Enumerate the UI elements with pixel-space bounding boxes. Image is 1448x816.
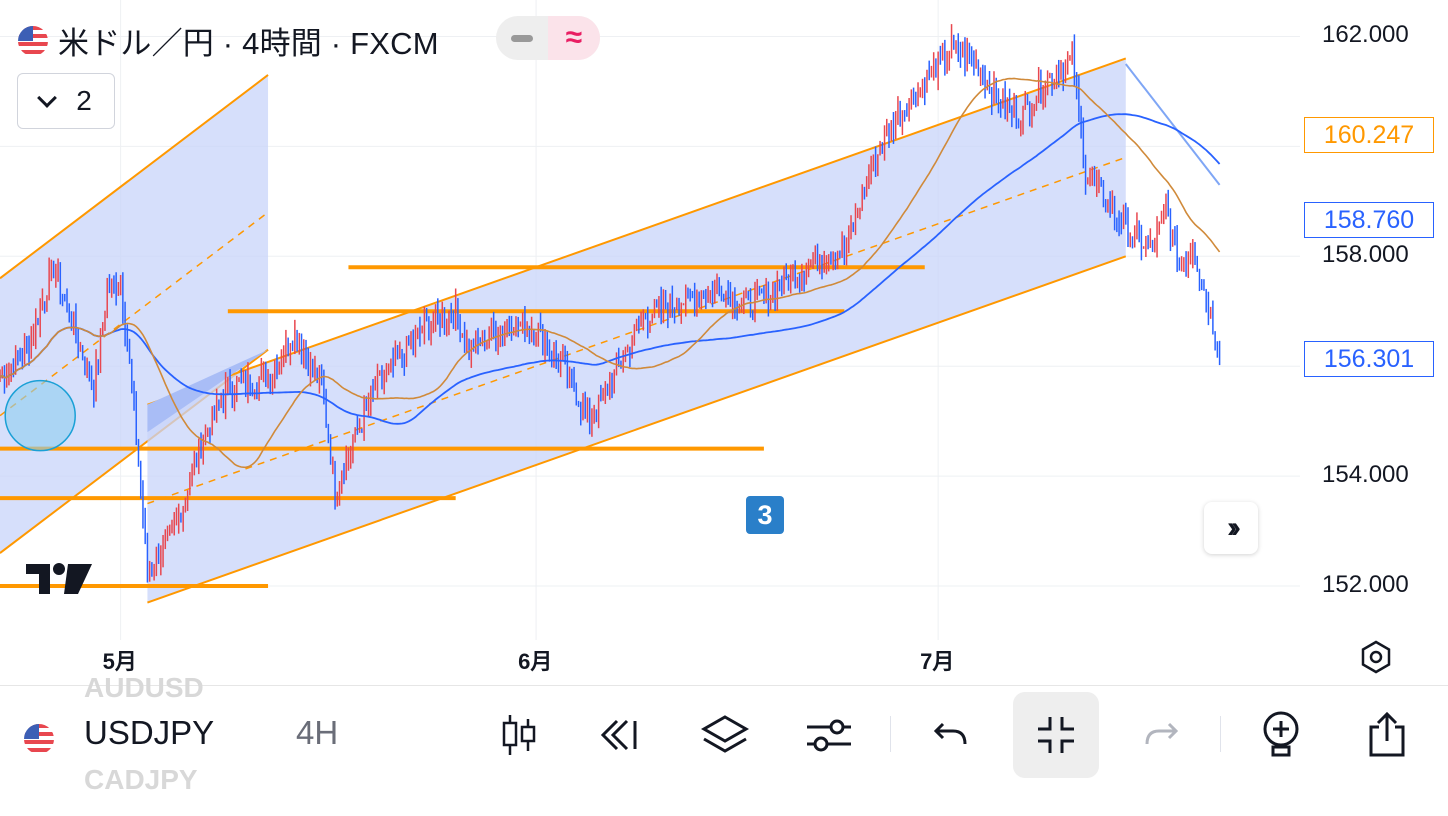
fullscreen-exit-button[interactable] xyxy=(1013,692,1099,778)
share-button[interactable] xyxy=(1344,692,1430,778)
x-tick-label: 5月 xyxy=(102,649,137,674)
x-tick-label: 6月 xyxy=(518,649,553,674)
timeframe-selector[interactable]: 4H xyxy=(296,714,339,751)
layers-button[interactable] xyxy=(682,692,768,778)
share-icon xyxy=(1369,711,1405,757)
replay-button[interactable] xyxy=(576,692,662,778)
chevron-down-icon xyxy=(37,88,58,108)
candles-icon xyxy=(502,715,536,755)
undo-button[interactable] xyxy=(908,692,994,778)
ghost-symbol-above: AUDUSD xyxy=(84,672,204,703)
us-flag-icon xyxy=(18,25,48,56)
chart-header: 米ドル／円 · 4時間 · FXCM xyxy=(18,18,439,63)
chart-type-button[interactable] xyxy=(476,692,562,778)
approx-icon[interactable]: ≈ xyxy=(548,16,600,60)
alert-badge[interactable]: 3 xyxy=(746,496,784,534)
redo-icon xyxy=(1145,722,1179,745)
collapse-arrows-icon xyxy=(1038,717,1074,753)
us-flag-icon xyxy=(24,724,54,754)
add-alert-button[interactable] xyxy=(1238,692,1324,778)
ma-orange xyxy=(0,77,1221,469)
scroll-to-realtime-button[interactable]: ›› xyxy=(1204,502,1258,554)
price-label-ma: 158.760 xyxy=(1304,202,1434,238)
channel-main-lower xyxy=(147,255,1127,604)
channel-main-mid xyxy=(147,156,1127,505)
indicator-count: 2 xyxy=(76,85,92,116)
ghost-symbol-below: CADJPY xyxy=(84,764,198,795)
chart-style-toggle[interactable]: ≈ xyxy=(496,16,600,60)
indicator-settings-button[interactable] xyxy=(786,692,872,778)
toolbar-separator xyxy=(1220,716,1221,752)
ma-blue xyxy=(0,113,1221,425)
symbol-selector[interactable]: USDJPY xyxy=(84,714,215,751)
channel-main-upper xyxy=(147,57,1127,406)
price-chart[interactable] xyxy=(0,0,1448,690)
layers-icon xyxy=(700,715,750,753)
trend-line xyxy=(1124,63,1221,186)
minus-icon[interactable] xyxy=(496,16,548,60)
moving-averages xyxy=(0,77,1221,469)
channel-left-upper xyxy=(0,74,269,280)
redo-button[interactable] xyxy=(1118,692,1204,778)
y-tick-label: 154.000 xyxy=(1322,461,1409,489)
y-tick-label: 158.000 xyxy=(1322,241,1409,269)
price-label-last: 156.301 xyxy=(1304,341,1434,377)
toolbar-separator xyxy=(890,716,891,752)
tradingview-logo-icon xyxy=(26,563,92,594)
x-tick-label: 7月 xyxy=(920,649,955,674)
rewind-icon xyxy=(600,719,637,751)
y-tick-label: 152.000 xyxy=(1322,571,1409,599)
highlight-circle xyxy=(4,379,76,452)
chart-title: 米ドル／円 · 4時間 · FXCM xyxy=(58,26,439,61)
price-label-orange: 160.247 xyxy=(1304,117,1434,153)
alert-add-icon xyxy=(1263,711,1299,757)
triangle-shade xyxy=(147,349,269,433)
indicators-collapse-button[interactable]: 2 xyxy=(17,73,115,129)
undo-icon xyxy=(933,722,967,745)
sliders-icon xyxy=(807,719,851,752)
settings-hex-icon[interactable] xyxy=(1356,637,1396,677)
y-tick-label: 162.000 xyxy=(1322,21,1409,49)
bottom-toolbar: AUDUSD CADJPY USDJPY 4H xyxy=(0,672,1448,816)
